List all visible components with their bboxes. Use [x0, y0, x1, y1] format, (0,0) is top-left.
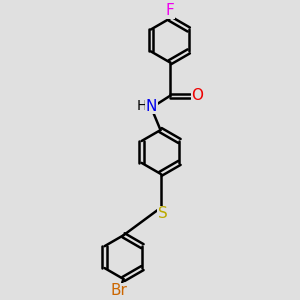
- Text: Br: Br: [111, 283, 128, 298]
- Text: N: N: [146, 99, 158, 114]
- Text: F: F: [165, 4, 174, 19]
- Text: S: S: [158, 206, 168, 221]
- Text: H: H: [137, 99, 147, 113]
- Text: O: O: [191, 88, 203, 104]
